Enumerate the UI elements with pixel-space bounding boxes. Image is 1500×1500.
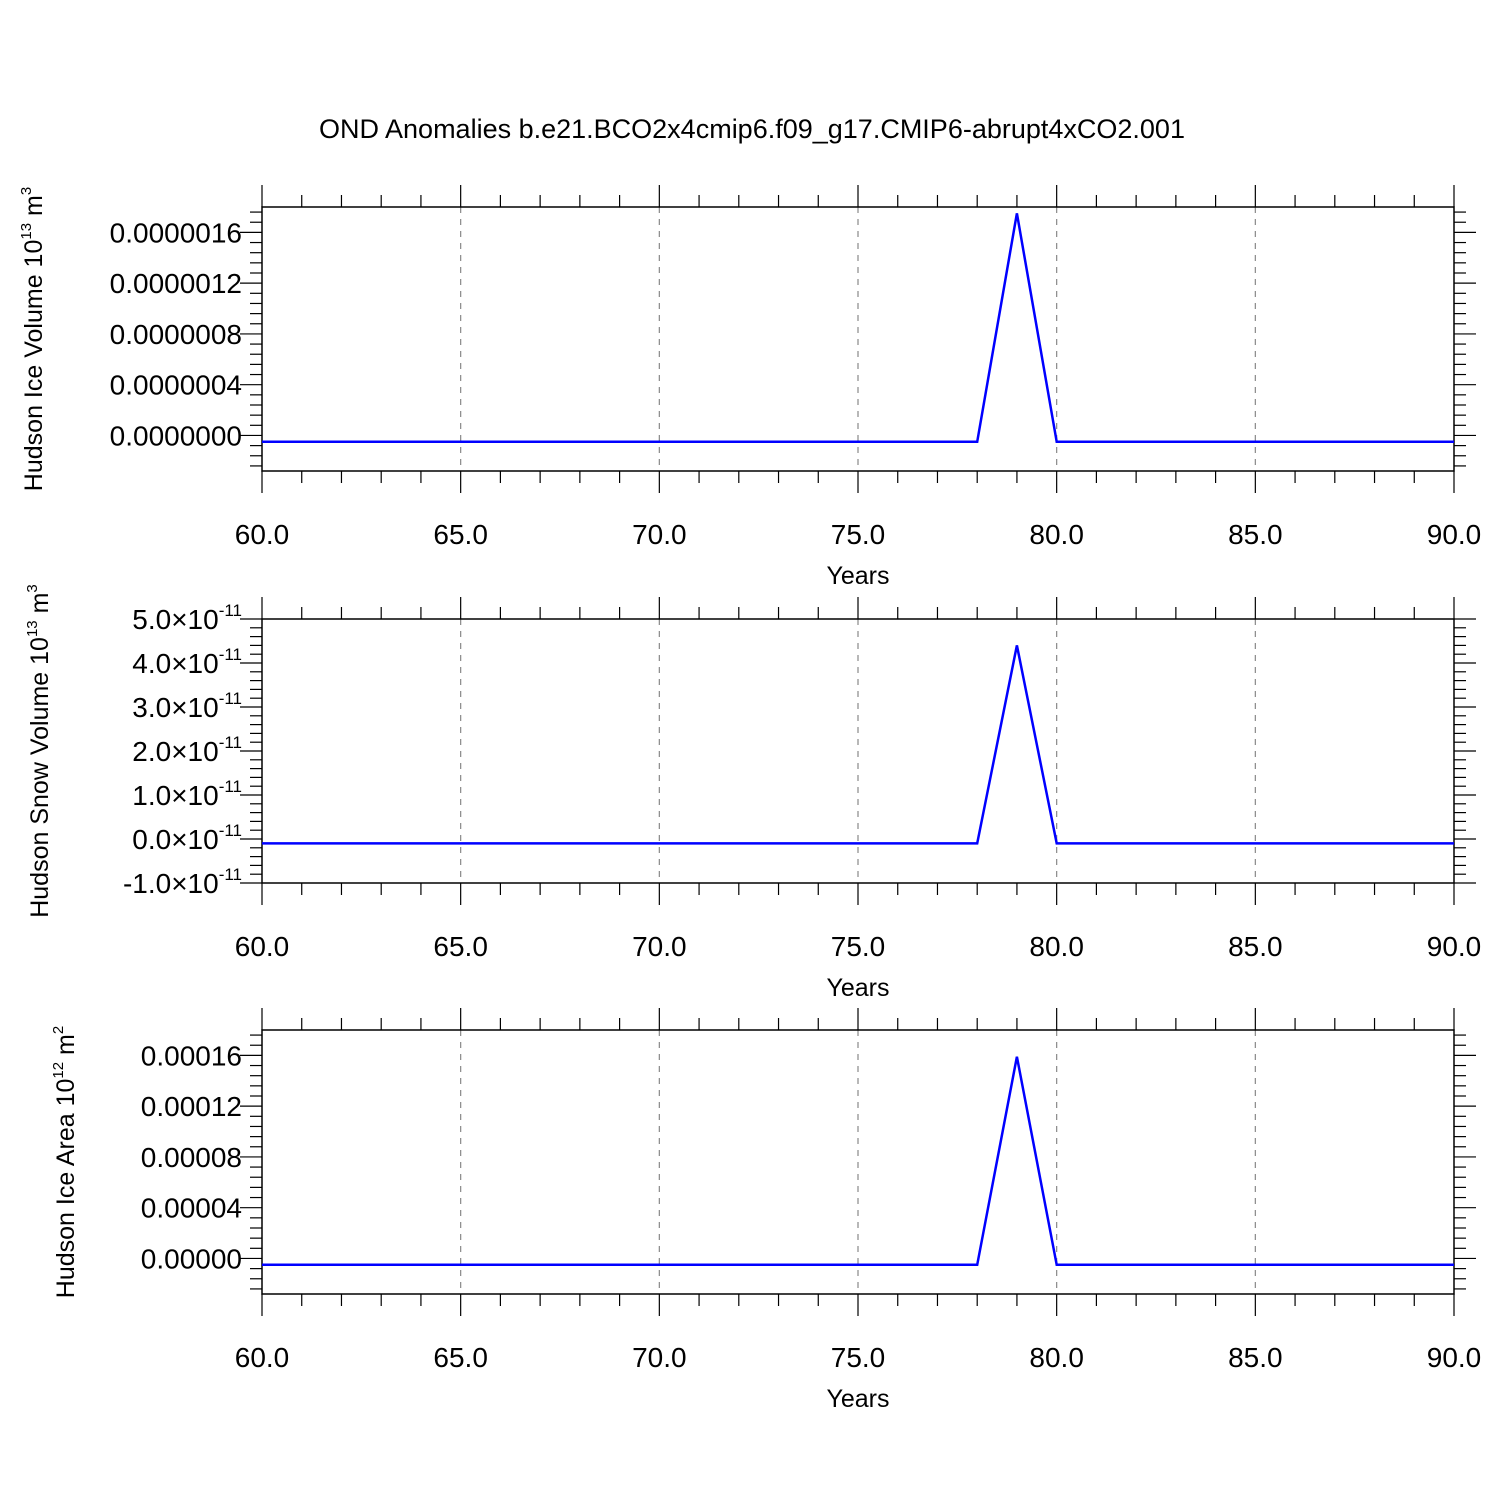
x-tick-label: 80.0	[1029, 519, 1084, 550]
x-tick-label: 65.0	[433, 931, 488, 962]
y-tick-label: 3.0×10-11	[132, 689, 242, 723]
y-axis-label: Hudson Snow Volume 1013 m3	[24, 584, 54, 918]
y-tick-label: 4.0×10-11	[132, 645, 242, 679]
series-line	[262, 1056, 1454, 1267]
y-tick-label: 2.0×10-11	[132, 733, 242, 767]
x-tick-label: 75.0	[831, 1342, 886, 1373]
x-tick-label: 80.0	[1029, 1342, 1084, 1373]
x-tick-label: 60.0	[235, 519, 290, 550]
chart-panel-2: 60.0 65.0 70.0 75.0 80.0 85.0 90.0 Years -1.0×10…	[24, 584, 1481, 1002]
y-tick-label: 0.00000	[141, 1243, 242, 1274]
x-tick-label: 75.0	[831, 931, 886, 962]
x-tick-label: 75.0	[831, 519, 886, 550]
series-line	[262, 213, 1454, 444]
y-tick-label: 0.0000008	[110, 319, 242, 350]
y-tick-label: 0.0000012	[110, 268, 242, 299]
x-tick-label: 85.0	[1228, 931, 1283, 962]
y-tick-label: 0.00004	[141, 1193, 242, 1224]
y-tick-label: 1.0×10-11	[132, 777, 242, 811]
y-axis-label: Hudson Ice Area 1012 m2	[50, 1026, 80, 1298]
x-tick-label: 60.0	[235, 1342, 290, 1373]
series-line	[262, 645, 1454, 845]
x-tick-label: 80.0	[1029, 931, 1084, 962]
y-tick-label: 0.00008	[141, 1142, 242, 1173]
x-tick-label: 85.0	[1228, 1342, 1283, 1373]
x-tick-label: 65.0	[433, 1342, 488, 1373]
chart-panels: 60.0 65.0 70.0 75.0 80.0 85.0 90.0 Years 0.00000…	[18, 185, 1481, 1413]
x-tick-label: 70.0	[632, 1342, 687, 1373]
x-tick-label: 65.0	[433, 519, 488, 550]
x-tick-label: 90.0	[1427, 1342, 1482, 1373]
x-axis-label: Years	[826, 974, 889, 1002]
x-tick-label: 85.0	[1228, 519, 1283, 550]
chart-panel-1: 60.0 65.0 70.0 75.0 80.0 85.0 90.0 Years 0.00000…	[18, 185, 1481, 590]
chart-panel-3: 60.0 65.0 70.0 75.0 80.0 85.0 90.0 Years 0.00000…	[50, 1008, 1481, 1413]
y-tick-label: 0.0000016	[110, 217, 242, 248]
y-tick-label: 0.00016	[141, 1040, 242, 1071]
x-axis-label: Years	[826, 1385, 889, 1413]
y-tick-label: 0.00012	[141, 1091, 242, 1122]
y-tick-label: 0.0000004	[110, 370, 242, 401]
x-tick-label: 70.0	[632, 931, 687, 962]
chart-title: OND Anomalies b.e21.BCO2x4cmip6.f09_g17.…	[319, 114, 1185, 144]
y-tick-label: 5.0×10-11	[132, 601, 242, 635]
x-tick-label: 60.0	[235, 931, 290, 962]
x-tick-label: 70.0	[632, 519, 687, 550]
y-axis-label: Hudson Ice Volume 1013 m3	[18, 187, 48, 491]
y-tick-label: 0.0×10-11	[132, 821, 242, 855]
y-tick-label: -1.0×10-11	[123, 865, 242, 899]
x-tick-label: 90.0	[1427, 519, 1482, 550]
x-tick-label: 90.0	[1427, 931, 1482, 962]
x-axis-label: Years	[826, 562, 889, 590]
y-tick-label: 0.0000000	[110, 420, 242, 451]
